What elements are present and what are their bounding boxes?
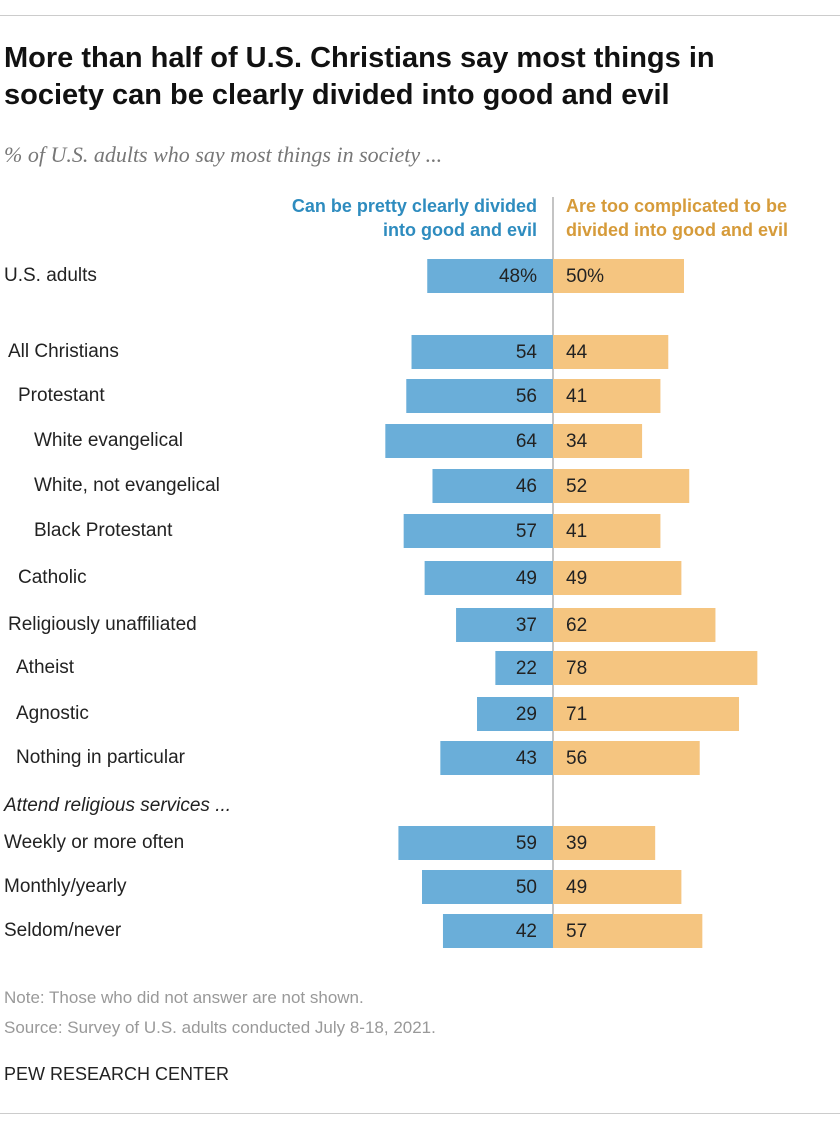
legend-entry: Can be pretty clearly divided into good … xyxy=(291,196,537,240)
bar xyxy=(553,870,682,904)
bar xyxy=(553,608,716,642)
bar xyxy=(427,259,553,293)
value-label: 49 xyxy=(516,568,537,589)
bar xyxy=(456,608,553,642)
value-label: 37 xyxy=(516,615,537,636)
bar xyxy=(553,259,684,293)
credit: PEW RESEARCH CENTER xyxy=(4,1064,230,1084)
value-label: 48% xyxy=(499,266,537,287)
bar xyxy=(406,379,553,413)
value-label: 49 xyxy=(566,877,587,898)
category-label: All Christians xyxy=(8,341,119,362)
source: Source: Survey of U.S. adults conducted … xyxy=(4,1018,436,1037)
bar xyxy=(403,514,553,548)
bar xyxy=(411,335,553,369)
bar xyxy=(477,697,553,731)
top-rule xyxy=(0,15,840,16)
bar xyxy=(553,335,669,369)
bottom-rule xyxy=(0,1113,840,1114)
bar xyxy=(553,469,690,503)
bar xyxy=(553,561,682,595)
bar xyxy=(440,741,553,775)
value-label: 50 xyxy=(516,877,537,898)
value-label: 29 xyxy=(516,704,537,725)
bar xyxy=(495,651,553,685)
bar xyxy=(424,561,553,595)
bar xyxy=(553,424,643,458)
chart-title: More than half of U.S. Christians say mo… xyxy=(4,42,715,111)
bar xyxy=(398,826,553,860)
value-label: 57 xyxy=(516,521,537,542)
value-label: 22 xyxy=(516,658,537,679)
value-label: 39 xyxy=(566,833,587,854)
value-label: 43 xyxy=(516,748,537,769)
value-label: 57 xyxy=(566,921,587,942)
category-label: Weekly or more often xyxy=(4,832,184,853)
value-label: 54 xyxy=(516,342,538,363)
category-label: Protestant xyxy=(18,385,105,406)
bar xyxy=(553,914,703,948)
value-label: 71 xyxy=(566,704,587,725)
value-label: 56 xyxy=(516,386,537,407)
bar xyxy=(422,870,553,904)
category-label: Attend religious services ... xyxy=(3,795,231,816)
bar xyxy=(553,826,656,860)
category-label: Seldom/never xyxy=(4,920,122,941)
category-label: Religiously unaffiliated xyxy=(8,614,197,635)
bar xyxy=(385,424,553,458)
bar xyxy=(553,651,758,685)
value-label: 62 xyxy=(566,615,587,636)
category-label: Agnostic xyxy=(16,703,89,724)
value-label: 50% xyxy=(566,266,604,287)
category-label: Catholic xyxy=(18,567,87,588)
chart-subtitle: % of U.S. adults who say most things in … xyxy=(4,142,443,167)
bar xyxy=(553,741,700,775)
category-label: Black Protestant xyxy=(34,520,173,541)
value-label: 52 xyxy=(566,476,587,497)
bar xyxy=(553,697,740,731)
category-label: White evangelical xyxy=(34,430,183,451)
category-label: Monthly/yearly xyxy=(4,876,127,897)
value-label: 78 xyxy=(566,658,587,679)
bar xyxy=(442,914,553,948)
value-label: 49 xyxy=(566,568,587,589)
category-label: Nothing in particular xyxy=(16,747,186,768)
value-label: 64 xyxy=(516,431,538,452)
value-label: 46 xyxy=(516,476,537,497)
category-label: White, not evangelical xyxy=(34,475,220,496)
value-label: 41 xyxy=(566,386,587,407)
value-label: 41 xyxy=(566,521,587,542)
value-label: 56 xyxy=(566,748,587,769)
bar xyxy=(553,379,661,413)
value-label: 59 xyxy=(516,833,537,854)
category-label: Atheist xyxy=(16,657,75,678)
note: Note: Those who did not answer are not s… xyxy=(4,988,364,1007)
value-label: 34 xyxy=(566,431,588,452)
category-label: U.S. adults xyxy=(4,265,97,286)
bar xyxy=(432,469,553,503)
legend-entry: Are too complicated to be divided into g… xyxy=(566,196,789,240)
value-label: 44 xyxy=(566,342,588,363)
bar xyxy=(553,514,661,548)
value-label: 42 xyxy=(516,921,537,942)
